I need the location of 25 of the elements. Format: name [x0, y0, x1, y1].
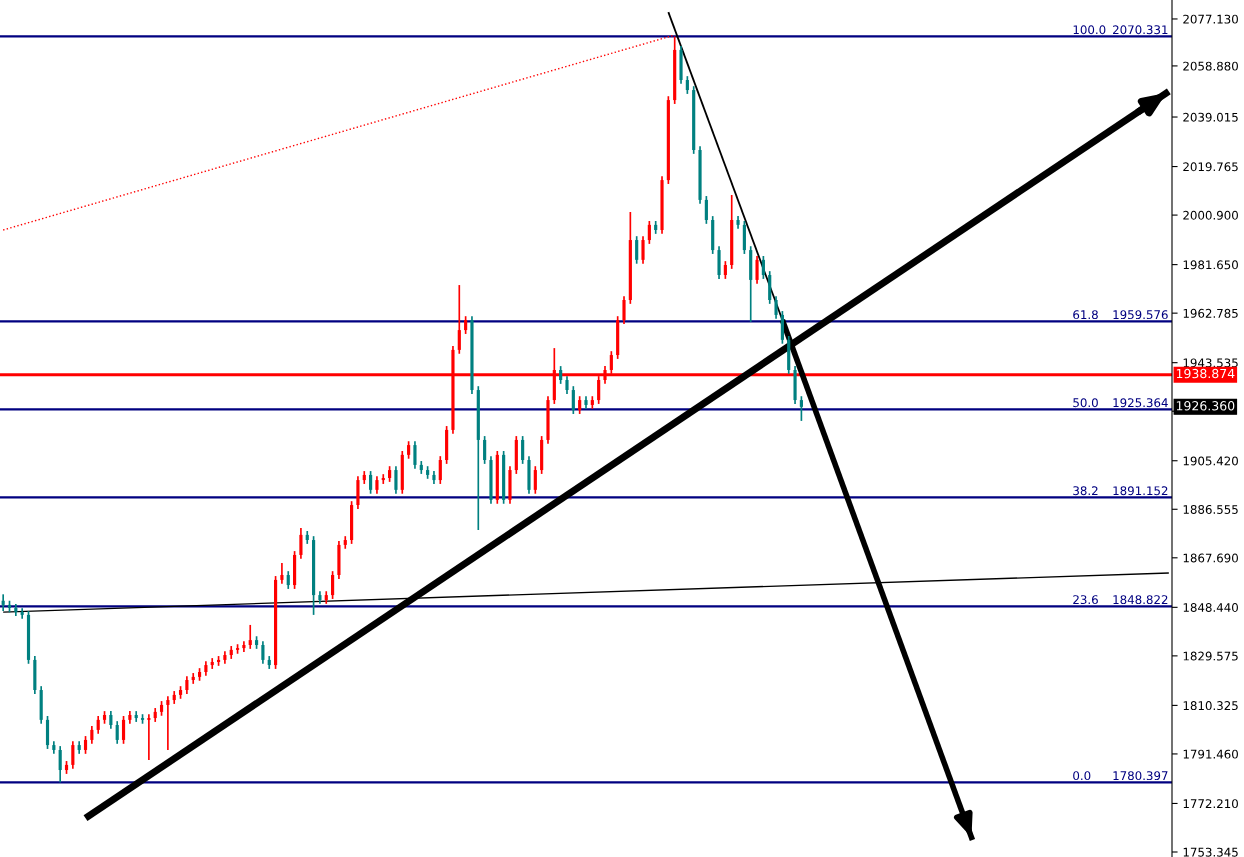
y-tick-label: 2058.880	[1183, 61, 1238, 71]
y-tick-label: 1886.555	[1183, 505, 1238, 514]
y-tick-label: 1905.420	[1183, 456, 1238, 466]
y-tick-label: 2077.130	[1183, 14, 1238, 24]
text: 23.6 1848.822	[1073, 595, 1168, 605]
y-tick-label: 2000.900	[1183, 210, 1238, 220]
y-tick-label: 1772.210	[1183, 799, 1238, 809]
y-tick-label: 1981.650	[1183, 260, 1238, 270]
text: 61.8 1959.576	[1073, 310, 1168, 320]
y-tick-label: 1753.345	[1183, 847, 1238, 857]
y-tick-label: 1848.440	[1183, 603, 1238, 612]
y-tick-label: 1810.325	[1183, 701, 1238, 711]
y-tick-label: 1791.460	[1183, 749, 1238, 759]
ref-line-label: 1938.874	[1176, 368, 1235, 379]
text: 50.0 1925.364	[1073, 398, 1168, 408]
y-tick-label: 1867.690	[1183, 553, 1238, 563]
text: 0.0 1780.397	[1073, 771, 1168, 781]
y-tick-label: 1829.575	[1183, 651, 1238, 661]
text: 38.2 1891.152	[1073, 486, 1168, 496]
y-tick-label: 1962.785	[1183, 308, 1238, 318]
ref-line-label: 100.0 2070.331	[1073, 25, 1168, 35]
y-tick-label: 1943.535	[1183, 358, 1238, 368]
text: 1926.360	[1176, 401, 1235, 411]
y-tick-label: 2019.765	[1183, 162, 1238, 172]
y-tick-label: 2039.015	[1183, 112, 1238, 122]
